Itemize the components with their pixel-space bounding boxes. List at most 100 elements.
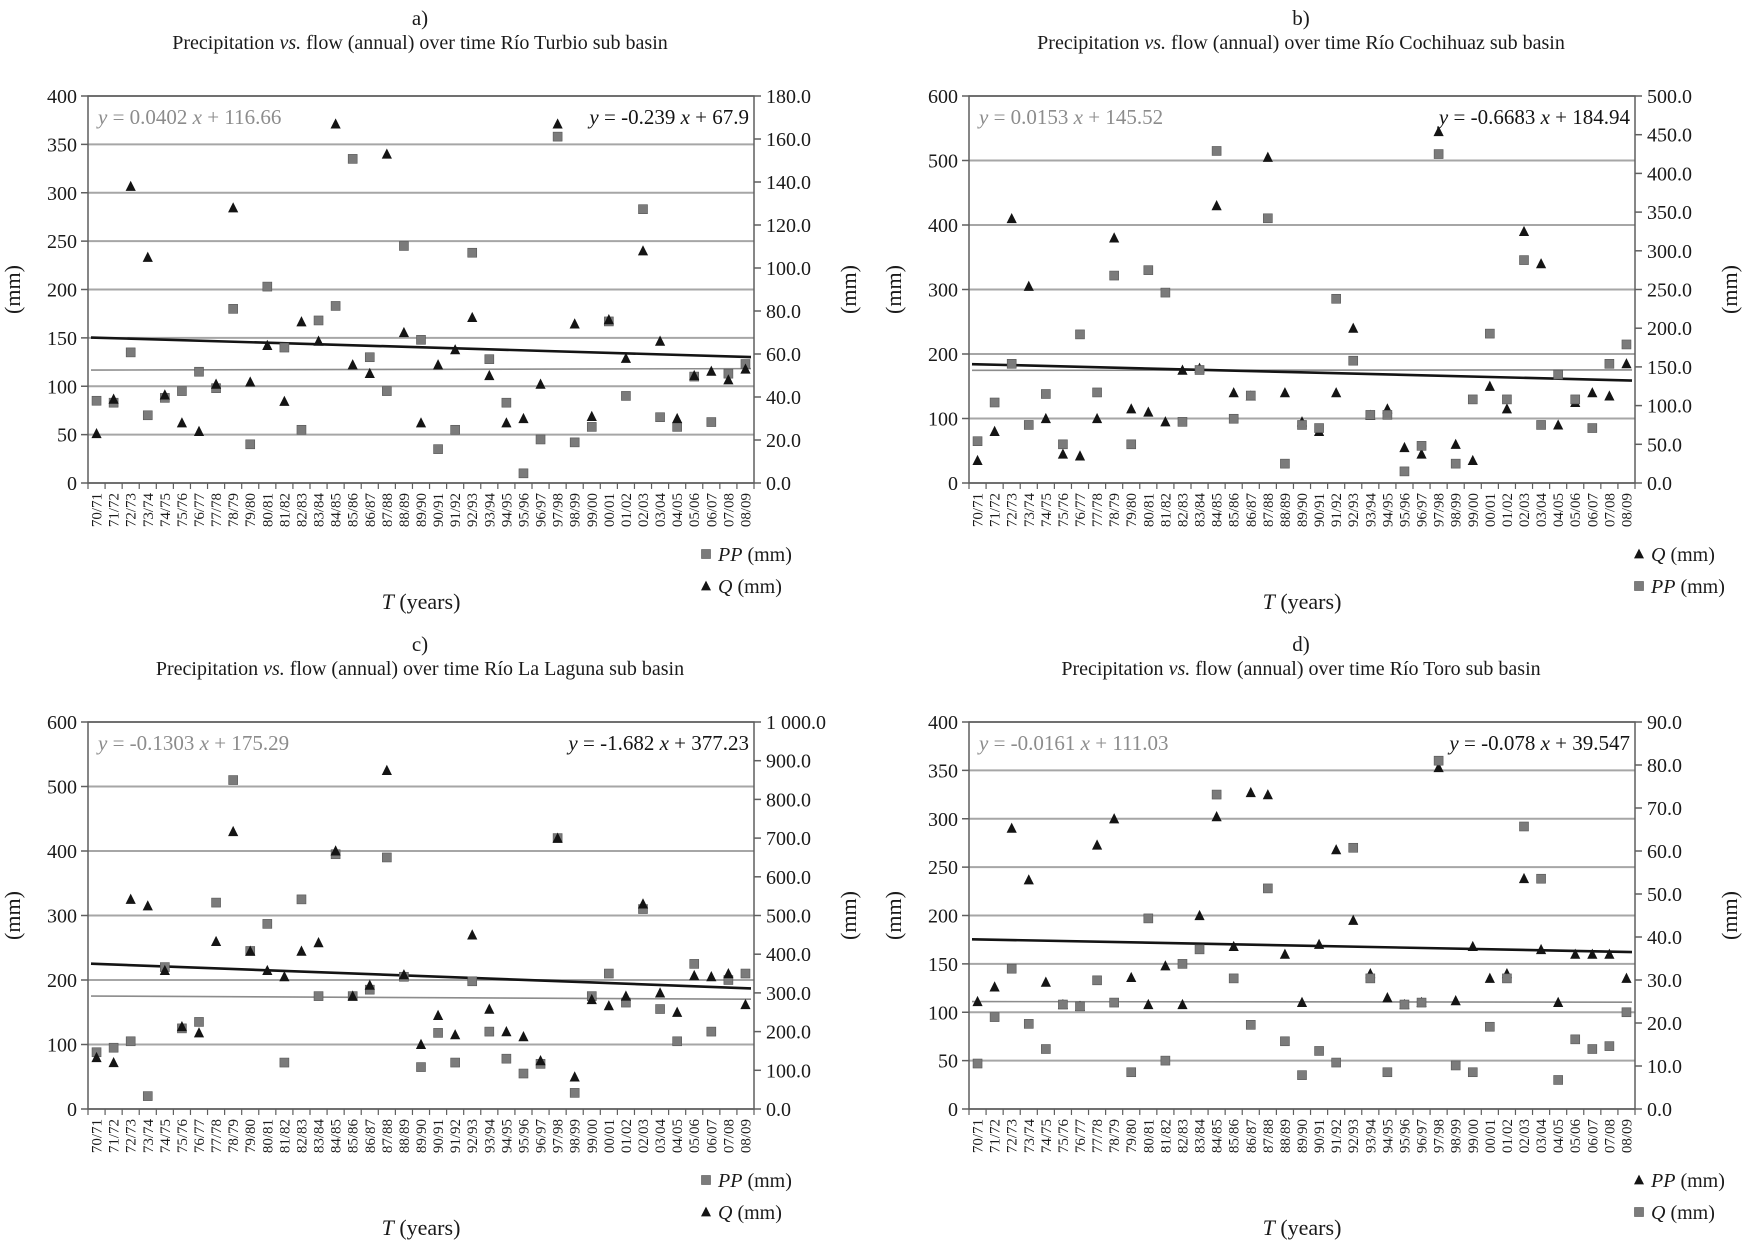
right-tick-label: 120.0 bbox=[766, 215, 811, 237]
data-point-triangle bbox=[262, 964, 273, 976]
data-point-square bbox=[1263, 213, 1273, 224]
x-tick-label: 78/79 bbox=[226, 1119, 242, 1153]
chart-canvas-b: 600 500 400 300 200 100 0 500.0 450.0 400.0 350.0 3… bbox=[881, 86, 1742, 614]
right-tick-label: 150.0 bbox=[1647, 357, 1692, 379]
data-point-square bbox=[689, 959, 700, 969]
right-tick-label: 30.0 bbox=[1647, 970, 1682, 992]
x-tick-label: 00/01 bbox=[1483, 493, 1499, 527]
data-point-square bbox=[1621, 339, 1632, 350]
right-tick-label: 20.0 bbox=[1647, 1013, 1682, 1035]
x-tick-label: 77/78 bbox=[209, 1119, 225, 1153]
panel-title-a: Precipitation vs. flow (annual) over tim… bbox=[172, 32, 668, 54]
right-tick-label: 100.0 bbox=[1647, 396, 1692, 418]
data-point-triangle bbox=[228, 825, 239, 837]
left-tick-label: 150 bbox=[47, 328, 77, 350]
x-tick-label: 87/88 bbox=[380, 493, 396, 527]
data-point-square bbox=[1058, 439, 1068, 450]
equation-gray: y = 0.0402 x + 116.66 bbox=[96, 105, 281, 129]
x-tick-label: 78/79 bbox=[1107, 493, 1123, 527]
data-point-triangle bbox=[108, 1056, 119, 1068]
right-tick-label: 200.0 bbox=[1647, 318, 1692, 340]
x-tick-label: 88/89 bbox=[397, 493, 413, 527]
x-tick-label: 03/04 bbox=[1534, 493, 1550, 528]
x-tick-label: 83/84 bbox=[1193, 1119, 1209, 1154]
data-point-square bbox=[1177, 959, 1188, 969]
right-tick-label: 160.0 bbox=[766, 129, 811, 151]
x-tick-label: 98/99 bbox=[568, 493, 584, 527]
x-tick-label: 96/97 bbox=[1415, 493, 1431, 528]
data-point-triangle bbox=[176, 1020, 188, 1032]
x-tick-label: 04/05 bbox=[1551, 1119, 1567, 1153]
data-point-triangle bbox=[586, 410, 597, 421]
right-tick-label: 100.0 bbox=[766, 1060, 811, 1082]
x-tick-label: 08/09 bbox=[738, 1119, 754, 1153]
data-point-square bbox=[1399, 999, 1410, 1010]
x-tick-label: 06/07 bbox=[704, 493, 720, 528]
data-point-triangle bbox=[484, 369, 495, 381]
data-point-square bbox=[1382, 1067, 1393, 1078]
data-point-square bbox=[484, 354, 495, 364]
data-point-triangle bbox=[972, 454, 983, 466]
data-point-square bbox=[1485, 1021, 1495, 1032]
data-point-triangle bbox=[1331, 844, 1342, 855]
equation-black: y = -1.682 x + 377.23 bbox=[566, 731, 749, 755]
x-tick-label: 93/94 bbox=[1363, 1119, 1379, 1154]
data-point-square bbox=[1416, 997, 1427, 1008]
x-tick-label: 99/00 bbox=[1466, 1119, 1482, 1153]
data-point-triangle bbox=[484, 1003, 495, 1014]
data-point-triangle bbox=[91, 427, 102, 439]
data-point-square bbox=[125, 1036, 136, 1047]
x-tick-label: 74/75 bbox=[158, 493, 174, 527]
data-point-square bbox=[1006, 963, 1017, 974]
data-point-triangle bbox=[1143, 406, 1154, 417]
data-point-triangle bbox=[1245, 786, 1256, 798]
data-point-square bbox=[1075, 329, 1085, 340]
x-tick-label: 05/06 bbox=[687, 1119, 703, 1154]
x-tick-label: 89/90 bbox=[1295, 493, 1311, 527]
data-point-square bbox=[142, 410, 153, 421]
left-tick-label: 300 bbox=[928, 809, 958, 831]
x-tick-label: 01/02 bbox=[1500, 493, 1516, 527]
data-point-square bbox=[1177, 417, 1188, 427]
legend: PP (mm) Q (mm) bbox=[701, 1170, 792, 1224]
x-tick-label: 84/85 bbox=[329, 1119, 345, 1153]
data-point-square bbox=[108, 1042, 119, 1053]
legend-label: Q (mm) bbox=[718, 576, 782, 598]
x-tick-label: 92/93 bbox=[465, 493, 481, 527]
data-point-triangle bbox=[296, 316, 307, 327]
data-point-triangle bbox=[989, 425, 1000, 436]
data-point-triangle bbox=[518, 412, 529, 424]
data-point-square bbox=[1245, 1020, 1256, 1030]
left-tick-label: 0 bbox=[948, 473, 958, 495]
right-tick-label: 80.0 bbox=[1647, 755, 1682, 777]
data-point-square bbox=[1604, 1041, 1615, 1051]
x-tick-label: 80/81 bbox=[260, 1119, 276, 1153]
x-tick-label: 98/99 bbox=[568, 1119, 584, 1153]
equation-gray: y = -0.0161 x + 111.03 bbox=[977, 731, 1169, 755]
x-tick-label: 93/94 bbox=[482, 1119, 498, 1154]
data-point-triangle bbox=[552, 118, 563, 129]
right-tick-label: 100.0 bbox=[766, 258, 811, 280]
x-tick-label: 72/73 bbox=[124, 1119, 140, 1153]
left-tick-label: 600 bbox=[47, 712, 77, 734]
legend-label: Q (mm) bbox=[718, 1202, 782, 1224]
data-point-square bbox=[1450, 458, 1461, 469]
x-tick-label: 98/99 bbox=[1449, 1119, 1465, 1153]
x-tick-label: 80/81 bbox=[260, 493, 276, 527]
data-point-square bbox=[1228, 413, 1239, 424]
data-point-triangle bbox=[603, 1000, 614, 1011]
data-point-square bbox=[1041, 1044, 1051, 1054]
data-point-triangle bbox=[142, 251, 153, 262]
left-tick-label: 0 bbox=[948, 1099, 958, 1121]
data-point-triangle bbox=[1433, 761, 1444, 773]
x-tick-label: 80/81 bbox=[1141, 1119, 1157, 1153]
data-point-square bbox=[1160, 1055, 1171, 1066]
left-tick-label: 50 bbox=[938, 1051, 958, 1073]
x-tick-label: 99/00 bbox=[585, 493, 601, 527]
data-point-triangle bbox=[654, 987, 666, 998]
x-tick-label: 90/91 bbox=[1312, 493, 1328, 527]
x-tick-label: 73/74 bbox=[1022, 1119, 1038, 1154]
right-tick-label: 60.0 bbox=[766, 344, 801, 366]
chart-canvas-a: 400350300250200150100500180.0160.0140.01… bbox=[0, 86, 861, 614]
right-tick-label: 0.0 bbox=[766, 473, 791, 495]
